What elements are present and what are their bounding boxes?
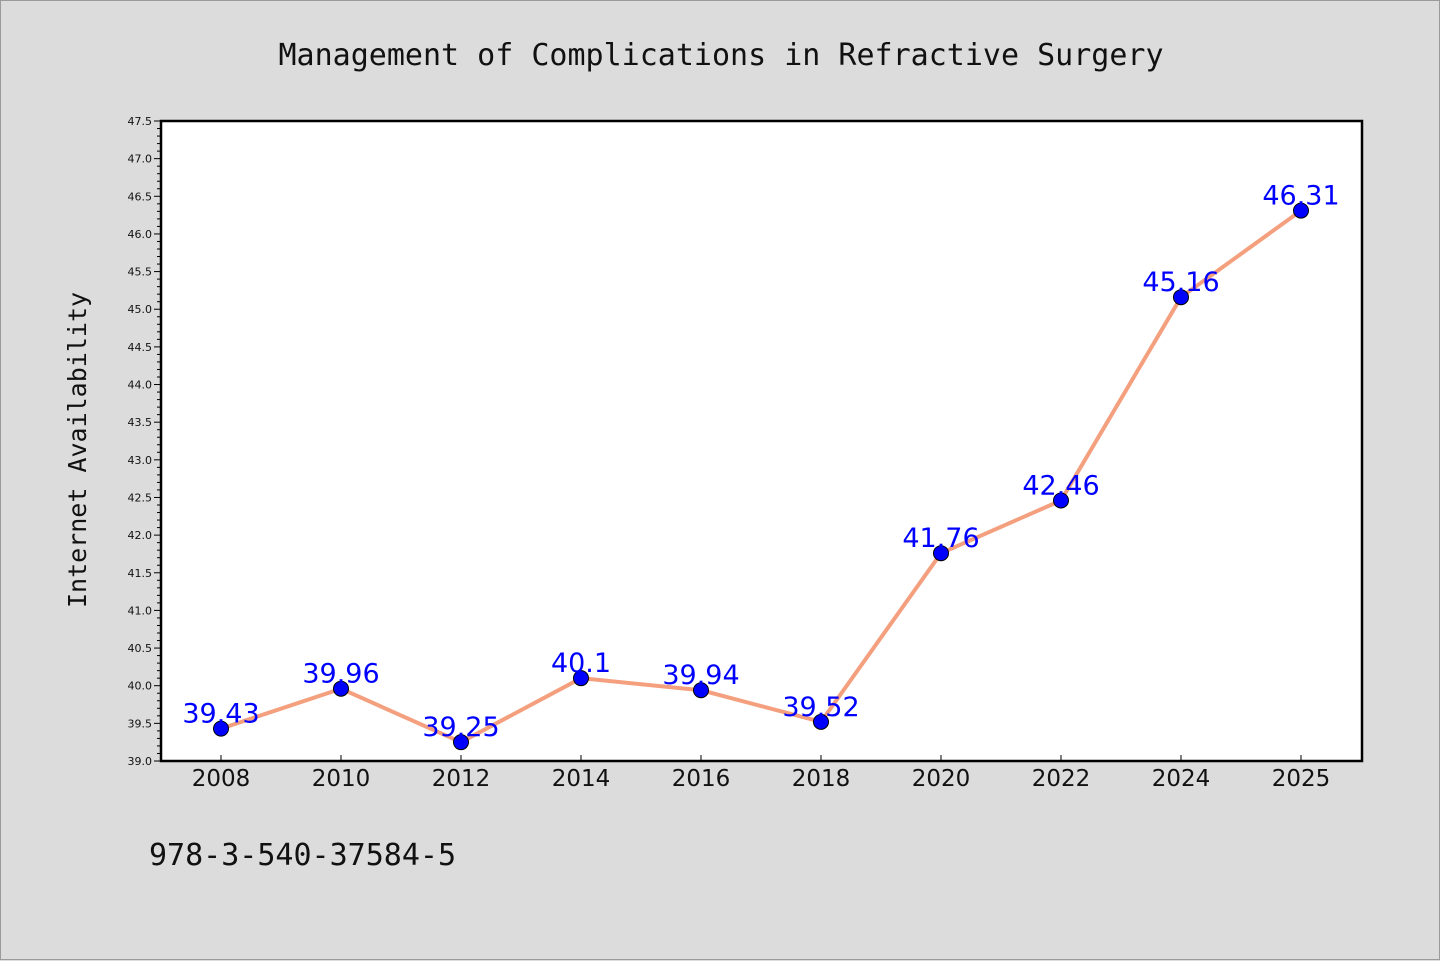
- y-tick-label: 43.5: [128, 416, 153, 429]
- data-point: [693, 682, 709, 699]
- data-point: [573, 670, 589, 687]
- data-label: 42.46: [1022, 470, 1099, 501]
- plot-frame: [159, 119, 1364, 763]
- data-label: 41.76: [902, 523, 979, 554]
- data-point: [1173, 289, 1189, 306]
- data-label: 40.1: [551, 648, 611, 679]
- y-tick-label: 47.0: [128, 153, 153, 166]
- x-tick-label: 2012: [432, 766, 491, 792]
- y-tick-label: 44.5: [128, 341, 153, 354]
- x-tick-label: 2020: [912, 766, 971, 792]
- chart-title: Management of Complications in Refractiv…: [278, 38, 1163, 73]
- x-axis-ticks: 2008 2010 2012 2014 2016 2018 2020 2022 2024 2025: [192, 755, 1331, 792]
- data-point: [453, 734, 469, 751]
- y-tick-label: 42.5: [128, 491, 153, 504]
- y-tick-label: 40.0: [128, 680, 153, 693]
- data-point: [333, 680, 349, 697]
- y-tick-label: 41.0: [128, 604, 153, 617]
- series-line: [219, 208, 1303, 745]
- x-tick-label: 2014: [552, 766, 611, 792]
- x-tick-label: 2010: [312, 766, 371, 792]
- x-tick-label: 2025: [1272, 766, 1331, 792]
- data-label: 39.52: [782, 692, 859, 723]
- data-label: 39.94: [662, 660, 739, 691]
- y-tick-label: 43.0: [128, 454, 153, 467]
- y-tick-label: 45.0: [128, 303, 153, 316]
- y-tick-label: 45.5: [128, 266, 153, 279]
- x-tick-label: 2024: [1152, 766, 1211, 792]
- y-tick-label: 39.5: [128, 717, 153, 730]
- y-axis-label: Internet Availability: [63, 292, 92, 608]
- data-label: 39.96: [302, 659, 379, 690]
- y-tick-label: 46.0: [128, 228, 153, 241]
- y-axis-ticks: 39.0 39.5 40.0 40.5 41.0 41.5 42.0 42.5 43.0 43.5…: [128, 115, 161, 768]
- x-tick-label: 2008: [192, 766, 251, 792]
- data-label: 46.31: [1262, 181, 1339, 212]
- y-tick-label: 44.0: [128, 379, 153, 392]
- y-tick-label: 41.5: [128, 567, 153, 580]
- footnote-isbn: 978-3-540-37584-5: [149, 838, 456, 873]
- x-tick-label: 2018: [792, 766, 851, 792]
- y-tick-label: 46.5: [128, 190, 153, 203]
- data-label: 39.43: [182, 699, 259, 730]
- data-point: [933, 545, 949, 562]
- series-layer: 39.43 39.96 39.25 40.1 39.94 39.52 41.76 42.46 4…: [182, 181, 1340, 751]
- plot-area: [161, 121, 1362, 761]
- data-point: [213, 720, 229, 737]
- y-tick-label: 39.0: [128, 755, 153, 768]
- data-point: [1053, 492, 1069, 509]
- y-tick-label: 42.0: [128, 529, 153, 542]
- x-tick-label: 2022: [1032, 766, 1091, 792]
- data-label: 45.16: [1142, 267, 1219, 298]
- data-point: [813, 713, 829, 730]
- data-point: [1293, 202, 1309, 219]
- data-label: 39.25: [422, 712, 499, 743]
- y-tick-label: 47.5: [128, 115, 153, 128]
- y-tick-label: 40.5: [128, 642, 153, 655]
- x-tick-label: 2016: [672, 766, 731, 792]
